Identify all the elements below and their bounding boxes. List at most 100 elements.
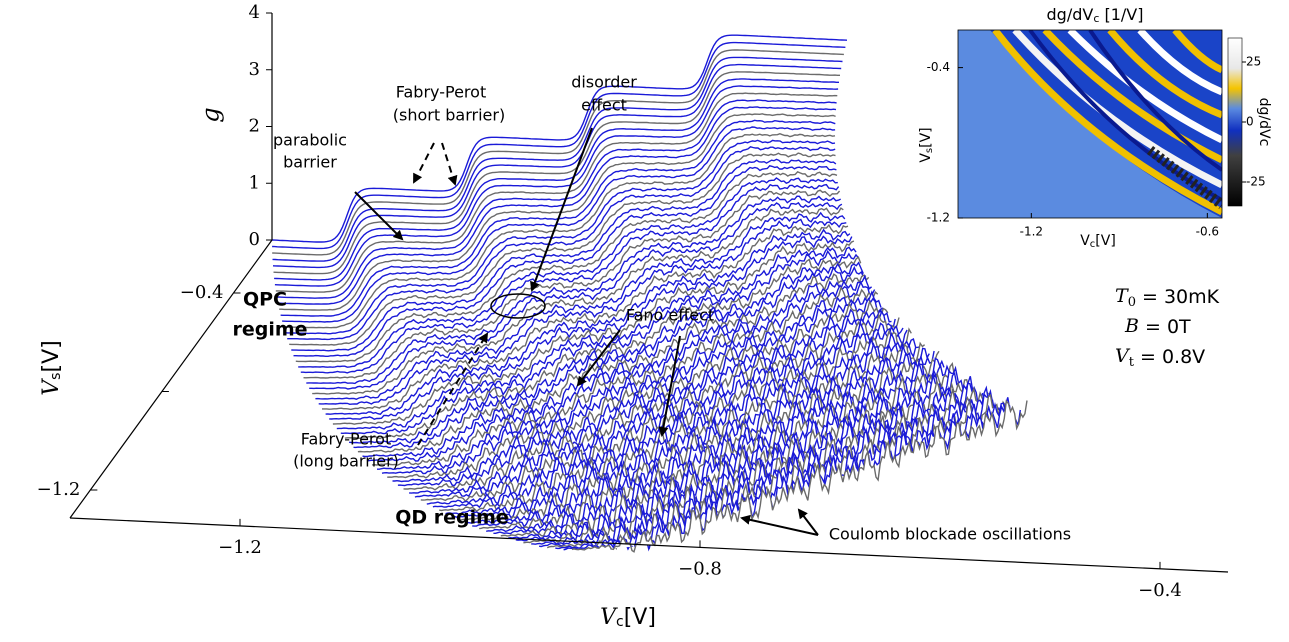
label-part: V [918,153,934,163]
label-part: V [1080,233,1090,249]
trace [332,240,855,425]
trace [295,170,838,363]
annotation: Fabry-Perot [301,430,391,449]
trace [289,152,836,346]
trace [291,158,837,352]
annotation: Fabry-Perot [396,83,486,102]
trace [277,106,837,305]
label-part: c [616,614,624,630]
trace [279,113,836,311]
inset-y-tick-label: -0.4 [927,60,950,74]
x-tick-label: −0.4 [1138,580,1182,601]
label-part: V [600,605,618,630]
trace [371,285,879,466]
x-tick-label: −1.2 [218,537,262,558]
x-axis [69,517,1229,573]
trace [349,261,864,444]
annotation: Fano effect [626,306,714,325]
param-part: B [1124,315,1139,337]
inset [957,29,1243,219]
trace [275,92,838,293]
annotation: (long barrier) [293,452,399,471]
colorbar-label: dg/dVc [1256,98,1272,147]
trace [362,274,873,458]
heatmap [958,30,1222,218]
colorbar-tick-label: 25 [1246,55,1261,69]
colorbar-tick-label: -25 [1246,175,1266,189]
trace [300,183,840,374]
trace [493,372,966,537]
title-part: c [1093,12,1099,25]
inset-x-label: Vc[V] [1080,233,1116,250]
annotation: QPC [243,289,287,311]
trace [377,290,882,471]
trace [397,309,896,487]
inset-x-tick-label: -0.6 [1196,225,1219,239]
trace [312,207,844,395]
trace [287,146,836,341]
trace [298,177,838,368]
trace [283,132,836,329]
y-axis-label: Vs[V] [39,340,64,395]
z-tick-label: 0 [249,229,260,250]
trace [315,211,846,400]
param-part: V [1115,345,1131,367]
title-part: dg/dV [1047,5,1094,24]
label-part: s [48,373,64,380]
title-part: [1/V] [1099,5,1143,24]
trace [271,34,848,243]
trace [272,49,844,256]
trace [285,139,836,335]
trace [273,71,840,275]
trace [392,308,892,483]
y-axis [69,239,273,519]
label-part: V [39,378,64,396]
z-axis-label: g [197,107,225,122]
trace [276,99,837,299]
label-part: c [1090,239,1096,250]
annotation: (short barrier) [393,106,505,125]
trace [322,223,849,411]
trace [272,63,842,269]
inset-y-tick-label: -1.2 [927,211,950,225]
trace [318,218,847,406]
colorbar-tick-label: 0 [1246,115,1254,129]
annotation-arrows [354,127,819,536]
trace [306,195,841,385]
z-tick-label: 1 [249,172,260,193]
trace [274,85,839,287]
trace [439,341,926,513]
trace [472,359,950,529]
traces [271,34,1028,553]
y-tick-label: −0.4 [180,282,224,303]
trace [274,78,839,281]
inset-y-label: Vs[V] [918,127,935,162]
z-tick-label: 4 [249,2,260,23]
annotation: disorder [571,73,637,92]
x-axis-label: Vc[V] [600,605,656,630]
trace [336,246,857,430]
inset-x-tick-label: -1.2 [1020,225,1043,239]
label-part: s [924,148,935,153]
label-part: [V] [624,605,656,630]
y-tick-label: −1.2 [37,479,81,500]
trace [531,385,996,546]
annotation: regime [232,319,307,341]
trace [353,265,867,449]
trace [329,235,853,420]
trace [465,357,945,526]
trace [282,126,836,323]
trace [303,189,841,379]
label-part: [V] [1095,233,1116,249]
z-tick-label: 3 [249,59,260,80]
parameter: B = 0T [1124,315,1191,338]
param-part: 0 [1128,295,1136,310]
annotation: effect [581,96,627,115]
param-part: T [1115,285,1129,307]
annotation: Coulomb blockade oscillations [829,525,1071,544]
trace [344,256,862,440]
trace [272,56,843,262]
trace [325,228,851,415]
param-part: t [1129,355,1135,370]
